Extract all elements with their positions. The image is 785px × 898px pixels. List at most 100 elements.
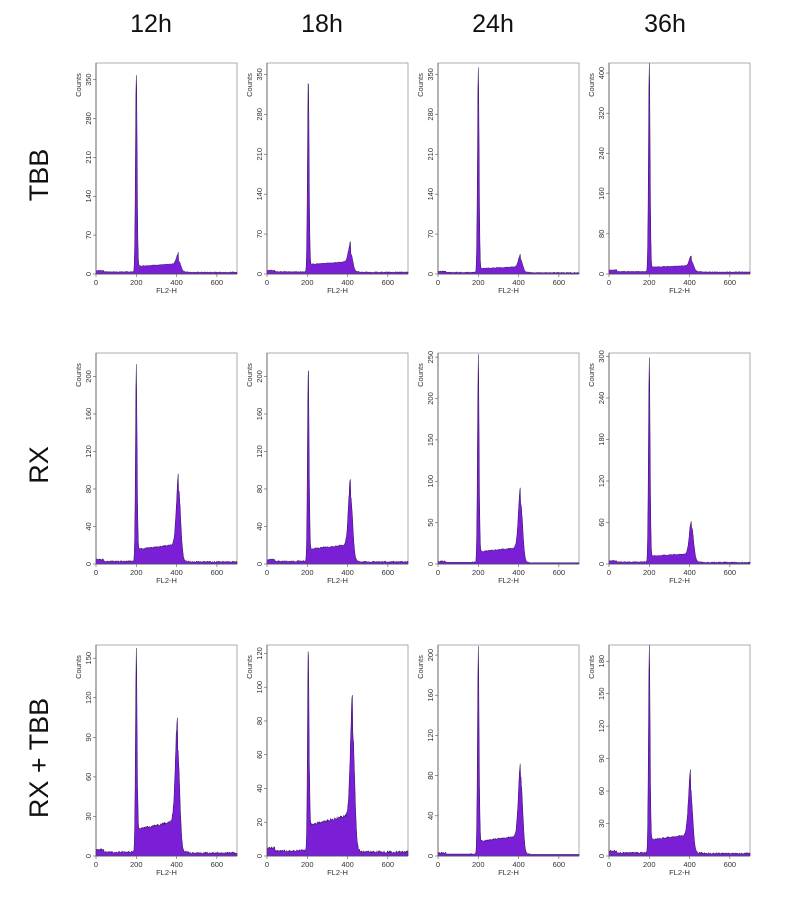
plot-frame <box>437 644 580 857</box>
x-tick-label: 400 <box>512 278 525 287</box>
x-tick-label: 200 <box>643 860 656 869</box>
y-tick-label: 30 <box>597 819 606 827</box>
histogram-area <box>437 67 580 275</box>
histogram-area <box>437 354 580 565</box>
histogram-area <box>266 370 409 565</box>
y-axis-label: Counts <box>587 363 596 387</box>
y-tick-label: 160 <box>255 408 264 421</box>
x-tick-label: 600 <box>553 278 566 287</box>
y-axis-label: Counts <box>587 73 596 97</box>
y-tick-label: 50 <box>426 518 435 526</box>
panel-tbb-24h: 0 200 400 600 0 70 140 210 280 350 FL2-H Counts <box>416 62 580 295</box>
x-tick-label: 600 <box>211 568 224 577</box>
y-tick-label: 300 <box>597 350 606 363</box>
histogram-area <box>608 63 751 275</box>
y-tick-label: 200 <box>426 392 435 405</box>
x-tick-label: 600 <box>382 860 395 869</box>
y-tick-label: 0 <box>255 562 264 566</box>
y-tick-label: 160 <box>426 689 435 702</box>
y-tick-label: 40 <box>255 522 264 530</box>
y-tick-label: 150 <box>597 687 606 700</box>
y-axis-label: Counts <box>416 655 425 679</box>
panel-rx-tbb-18h: 0 200 400 600 0 20 40 60 80 100 120 FL2-H Counts <box>245 644 409 877</box>
y-tick-label: 100 <box>426 475 435 488</box>
y-tick-label: 120 <box>255 647 264 660</box>
y-tick-label: 0 <box>84 854 93 858</box>
y-tick-label: 320 <box>597 107 606 120</box>
panel-tbb-12h: 0 200 400 600 0 70 140 210 280 350 FL2-H Counts <box>74 62 238 295</box>
x-tick-label: 400 <box>170 278 183 287</box>
x-axis-label: FL2-H <box>498 868 519 877</box>
x-tick-label: 400 <box>512 860 525 869</box>
row-headers: TBB RX RX + TBB <box>24 149 54 818</box>
y-tick-label: 80 <box>255 485 264 493</box>
x-tick-label: 0 <box>265 278 269 287</box>
y-tick-label: 90 <box>84 733 93 741</box>
x-axis-label: FL2-H <box>327 286 348 295</box>
x-tick-label: 600 <box>211 860 224 869</box>
y-tick-label: 80 <box>255 717 264 725</box>
y-tick-label: 0 <box>426 562 435 566</box>
y-tick-label: 0 <box>597 562 606 566</box>
x-tick-label: 0 <box>436 278 440 287</box>
column-header-12h: 12h <box>130 10 172 38</box>
x-tick-label: 0 <box>265 568 269 577</box>
plot-frame <box>95 352 238 565</box>
y-axis-label: Counts <box>416 73 425 97</box>
panel-rx-36h: 0 200 400 600 0 60 120 180 240 300 FL2-H Counts <box>587 350 751 585</box>
histogram-area <box>266 82 409 275</box>
y-tick-label: 40 <box>84 522 93 530</box>
x-axis-label: FL2-H <box>669 286 690 295</box>
x-tick-label: 0 <box>94 568 98 577</box>
plot-frame <box>608 352 751 565</box>
x-axis-label: FL2-H <box>156 576 177 585</box>
x-axis-label: FL2-H <box>669 868 690 877</box>
plot-frame <box>608 62 751 275</box>
y-tick-label: 180 <box>597 655 606 668</box>
plot-frame <box>95 62 238 275</box>
plot-frame <box>437 62 580 275</box>
panel-rx-tbb-12h: 0 200 400 600 0 30 60 90 120 150 FL2-H Counts <box>74 644 238 877</box>
y-axis-label: Counts <box>74 363 83 387</box>
x-tick-label: 200 <box>301 568 314 577</box>
x-tick-label: 200 <box>643 278 656 287</box>
y-tick-label: 350 <box>84 73 93 86</box>
y-tick-label: 0 <box>255 854 264 858</box>
x-tick-label: 0 <box>436 568 440 577</box>
x-tick-label: 400 <box>170 568 183 577</box>
y-tick-label: 280 <box>426 108 435 121</box>
y-tick-label: 90 <box>597 754 606 762</box>
y-axis-label: Counts <box>74 655 83 679</box>
row-header-tbb: TBB <box>24 149 54 202</box>
x-tick-label: 0 <box>265 860 269 869</box>
y-tick-label: 0 <box>255 272 264 276</box>
x-axis-label: FL2-H <box>156 286 177 295</box>
x-tick-label: 600 <box>211 278 224 287</box>
histogram-area <box>95 75 238 275</box>
y-tick-label: 250 <box>426 351 435 364</box>
y-tick-label: 40 <box>255 784 264 792</box>
x-tick-label: 600 <box>553 860 566 869</box>
x-tick-label: 400 <box>683 860 696 869</box>
y-tick-label: 140 <box>426 188 435 201</box>
column-headers: 12h 18h 24h 36h <box>130 10 686 38</box>
row-header-rx-tbb: RX + TBB <box>24 698 54 818</box>
y-axis-label: Counts <box>416 363 425 387</box>
y-tick-label: 60 <box>597 787 606 795</box>
y-tick-label: 180 <box>597 433 606 446</box>
y-tick-label: 120 <box>84 691 93 704</box>
x-tick-label: 400 <box>341 568 354 577</box>
x-axis-label: FL2-H <box>498 576 519 585</box>
y-tick-label: 350 <box>426 68 435 81</box>
y-tick-label: 210 <box>84 151 93 164</box>
y-tick-label: 210 <box>255 148 264 161</box>
histogram-area <box>266 651 409 857</box>
y-tick-label: 0 <box>84 272 93 276</box>
plot-frame <box>266 352 409 565</box>
x-tick-label: 400 <box>341 860 354 869</box>
y-tick-label: 30 <box>84 812 93 820</box>
y-axis-label: Counts <box>245 73 254 97</box>
y-tick-label: 120 <box>426 729 435 742</box>
y-tick-label: 150 <box>84 652 93 665</box>
